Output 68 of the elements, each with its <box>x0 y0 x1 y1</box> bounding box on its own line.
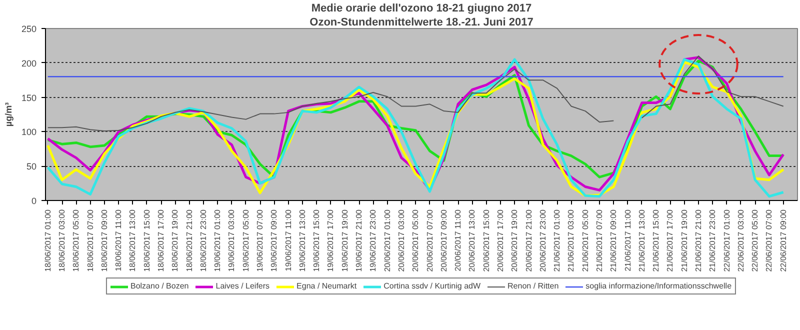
x-tick-label: 22/06/2017 05:00 <box>750 208 760 272</box>
x-tick-label: 18/06/2017 11:00 <box>114 208 124 272</box>
x-tick-label: 21/06/2017 07:00 <box>594 208 604 272</box>
x-tick-label: 20/06/2017 11:00 <box>454 208 463 272</box>
y-tick-label: 150 <box>21 92 37 103</box>
x-tick-label: 20/06/2017 15:00 <box>482 208 491 272</box>
x-tick-label: 22/06/2017 07:00 <box>764 208 774 272</box>
legend-label: Renon / Ritten <box>508 282 559 290</box>
x-tick-label: 20/06/2017 07:00 <box>425 208 434 272</box>
x-tick-label: 20/06/2017 05:00 <box>411 208 420 272</box>
x-tick-label: 19/06/2017 23:00 <box>368 208 378 272</box>
x-tick-label: 19/06/2017 05:00 <box>241 208 250 272</box>
legend-label: Bolzano / Bozen <box>130 282 189 290</box>
x-tick-label: 18/06/2017 19:00 <box>170 208 180 272</box>
x-tick-label: 20/06/2017 01:00 <box>382 208 392 272</box>
x-tick-label: 22/06/2017 09:00 <box>778 208 788 272</box>
x-tick-label: 20/06/2017 17:00 <box>496 208 505 272</box>
x-tick-label: 21/06/2017 11:00 <box>623 208 632 272</box>
x-tick-label: 19/06/2017 13:00 <box>298 208 307 272</box>
chart-title: Medie orarie dell'ozono 18-21 giugno 2017 <box>311 2 532 14</box>
y-tick-label: 250 <box>21 24 37 34</box>
y-tick-label: 100 <box>21 127 37 138</box>
x-tick-label: 21/06/2017 23:00 <box>708 208 718 272</box>
legend-label: soglia informazione/Informationsschwelle <box>586 282 732 290</box>
x-tick-label: 22/06/2017 01:00 <box>722 208 732 272</box>
x-tick-label: 18/06/2017 17:00 <box>156 208 166 272</box>
x-tick-label: 19/06/2017 21:00 <box>354 208 364 272</box>
x-tick-label: 21/06/2017 17:00 <box>666 208 675 272</box>
y-tick-label: 200 <box>21 58 37 68</box>
y-tick-label: 0 <box>31 196 37 206</box>
x-tick-label: 19/06/2017 11:00 <box>284 208 293 272</box>
x-tick-label: 21/06/2017 13:00 <box>637 208 646 272</box>
y-tick-label: 50 <box>26 162 37 172</box>
x-tick-label: 21/06/2017 21:00 <box>694 208 703 272</box>
x-tick-label: 18/06/2017 09:00 <box>100 208 109 272</box>
x-tick-label: 18/06/2017 23:00 <box>198 208 208 272</box>
x-tick-label: 18/06/2017 03:00 <box>58 208 66 272</box>
x-tick-label: 20/06/2017 13:00 <box>468 208 477 272</box>
x-tick-label: 18/06/2017 21:00 <box>184 208 194 272</box>
x-tick-label: 19/06/2017 01:00 <box>213 208 222 272</box>
x-tick-label: 21/06/2017 19:00 <box>680 208 689 272</box>
x-tick-label: 18/06/2017 07:00 <box>86 208 95 272</box>
x-tick-label: 22/06/2017 03:00 <box>736 208 746 272</box>
x-tick-label: 18/06/2017 05:00 <box>72 208 81 272</box>
x-tick-label: 18/06/2017 15:00 <box>142 208 152 272</box>
x-tick-label: 20/06/2017 03:00 <box>396 208 406 272</box>
x-tick-label: 19/06/2017 07:00 <box>256 208 265 272</box>
x-tick-label: 18/06/2017 13:00 <box>128 208 138 272</box>
x-tick-label: 19/06/2017 15:00 <box>312 208 322 272</box>
x-tick-label: 18/06/2017 01:00 <box>43 208 52 272</box>
x-tick-label: 20/06/2017 19:00 <box>510 208 520 272</box>
legend-label: Cortina ssdv / Kurtinig adW <box>384 282 481 290</box>
x-tick-label: 19/06/2017 17:00 <box>326 208 336 272</box>
x-tick-label: 21/06/2017 09:00 <box>609 208 618 272</box>
legend-label: Laives / Leifers <box>216 282 270 290</box>
x-tick-label: 21/06/2017 01:00 <box>552 208 562 272</box>
x-tick-label: 21/06/2017 03:00 <box>566 208 576 272</box>
x-tick-label: 20/06/2017 09:00 <box>439 208 448 272</box>
legend-label: Egna / Neumarkt <box>296 282 357 290</box>
x-tick-label: 19/06/2017 19:00 <box>340 208 350 272</box>
x-tick-label: 21/06/2017 05:00 <box>580 208 590 272</box>
x-tick-label: 19/06/2017 09:00 <box>270 208 279 272</box>
x-tick-label: 20/06/2017 21:00 <box>524 208 534 272</box>
x-tick-label: 19/06/2017 03:00 <box>227 208 236 272</box>
x-tick-label: 20/06/2017 23:00 <box>538 208 548 272</box>
x-tick-label: 21/06/2017 15:00 <box>652 208 661 272</box>
chart-subtitle: Ozon-Stundenmittelwerte 18.-21. Juni 2017 <box>310 16 534 28</box>
y-axis-title: µg/m³ <box>3 102 14 127</box>
